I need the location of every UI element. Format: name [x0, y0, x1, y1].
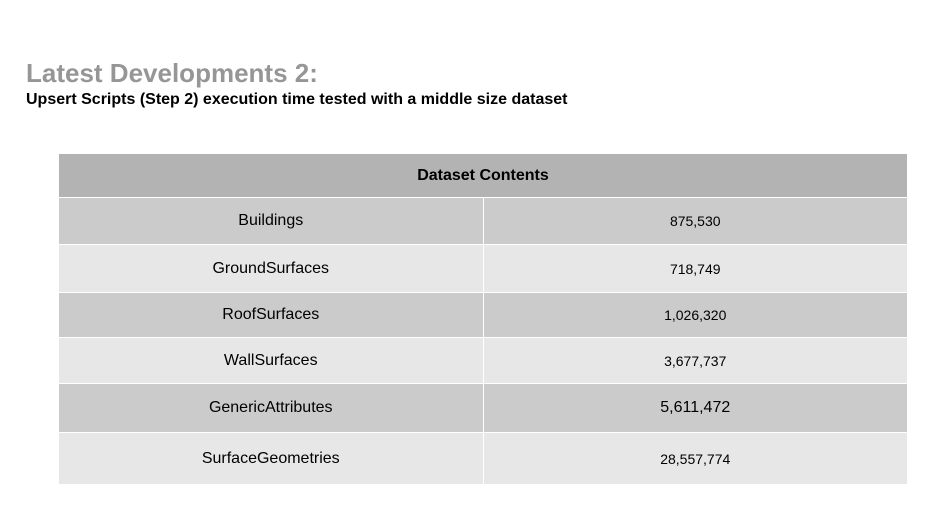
row-value-buildings: 875,530 — [483, 197, 907, 245]
row-value-genericattributes: 5,611,472 — [483, 383, 907, 433]
row-label-wallsurfaces: WallSurfaces — [59, 337, 484, 384]
row-label-buildings: Buildings — [59, 197, 484, 245]
slide-title: Latest Developments 2: — [26, 58, 318, 88]
table-row: GenericAttributes 5,611,472 — [59, 383, 907, 433]
table-row: SurfaceGeometries 28,557,774 — [59, 432, 907, 485]
row-value-surfacegeometries: 28,557,774 — [483, 432, 907, 485]
row-label-surfacegeometries: SurfaceGeometries — [59, 432, 484, 485]
table-row: WallSurfaces 3,677,737 — [59, 337, 907, 384]
dataset-contents-table: Dataset Contents Buildings 875,530 Groun… — [59, 154, 907, 485]
row-label-genericattributes: GenericAttributes — [59, 383, 484, 433]
table-row: GroundSurfaces 718,749 — [59, 244, 907, 293]
row-label-roofsurfaces: RoofSurfaces — [59, 292, 484, 338]
row-value-roofsurfaces: 1,026,320 — [483, 292, 907, 338]
row-label-groundsurfaces: GroundSurfaces — [59, 244, 484, 293]
slide-subtitle: Upsert Scripts (Step 2) execution time t… — [26, 91, 568, 108]
table-row: Buildings 875,530 — [59, 197, 907, 245]
table-row: RoofSurfaces 1,026,320 — [59, 292, 907, 338]
row-value-wallsurfaces: 3,677,737 — [483, 337, 907, 384]
row-value-groundsurfaces: 718,749 — [483, 244, 907, 293]
table-header: Dataset Contents — [59, 154, 907, 198]
